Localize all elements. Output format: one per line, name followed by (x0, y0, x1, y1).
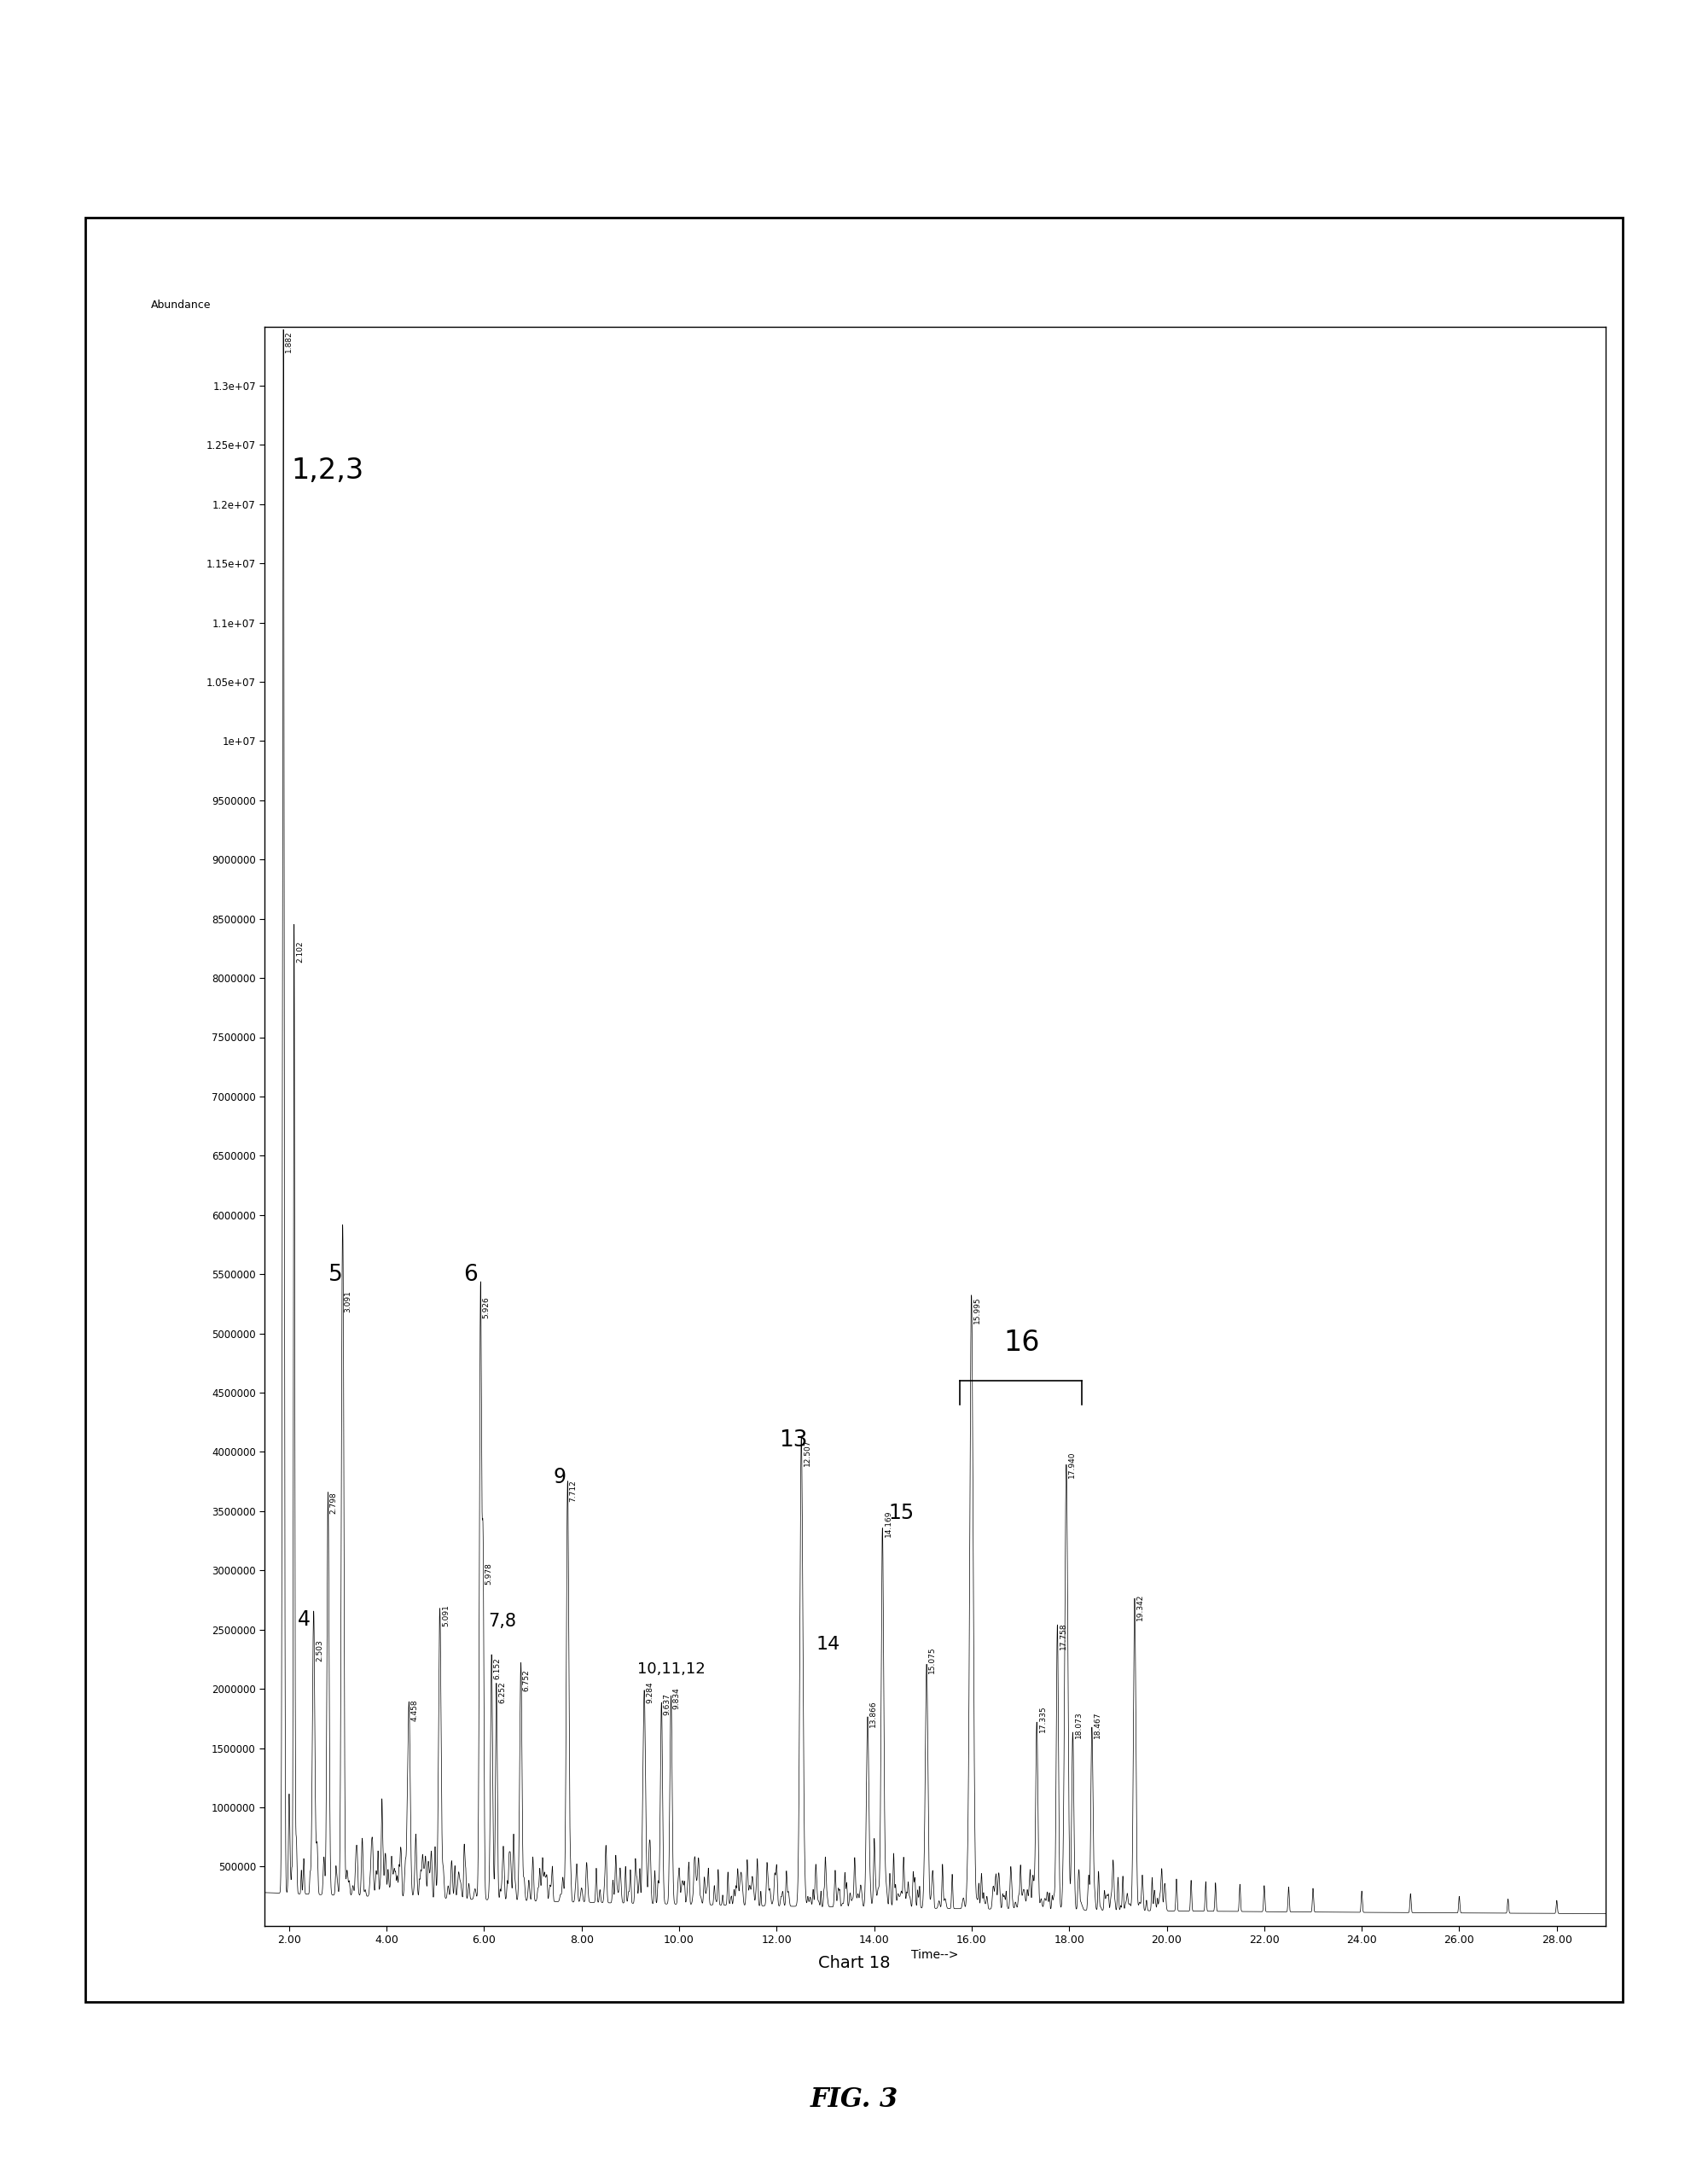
Text: 15: 15 (888, 1501, 914, 1523)
Text: Abundance: Abundance (150, 300, 210, 311)
X-axis label: Time-->: Time--> (912, 1950, 958, 1961)
Text: 2.503: 2.503 (316, 1639, 323, 1662)
Text: 15.075: 15.075 (929, 1647, 936, 1673)
Text: 17.758: 17.758 (1059, 1623, 1068, 1649)
Text: 16: 16 (1003, 1330, 1040, 1358)
Text: 5.926: 5.926 (482, 1297, 490, 1319)
Text: 9: 9 (553, 1467, 565, 1488)
Text: 9.637: 9.637 (663, 1693, 671, 1715)
Text: 6.152: 6.152 (494, 1658, 500, 1680)
Text: 10,11,12: 10,11,12 (637, 1662, 705, 1678)
Text: 6.252: 6.252 (499, 1682, 506, 1704)
Text: Chart 18: Chart 18 (818, 1954, 890, 1971)
Text: 5: 5 (328, 1264, 343, 1286)
Text: 9.834: 9.834 (673, 1686, 681, 1708)
Text: 6: 6 (463, 1264, 478, 1286)
Text: 1,2,3: 1,2,3 (292, 457, 364, 485)
Text: 5.091: 5.091 (442, 1604, 449, 1625)
Text: FIG. 3: FIG. 3 (810, 2087, 898, 2113)
Text: 15.995: 15.995 (974, 1297, 980, 1323)
Text: 13: 13 (779, 1430, 808, 1451)
Text: 4: 4 (297, 1608, 311, 1630)
Text: 18.073: 18.073 (1074, 1713, 1083, 1739)
Text: 19.342: 19.342 (1136, 1593, 1144, 1621)
Text: 6.752: 6.752 (523, 1669, 531, 1691)
Text: 5.978: 5.978 (485, 1562, 492, 1584)
Text: 12.507: 12.507 (803, 1438, 811, 1467)
Text: 7,8: 7,8 (488, 1612, 516, 1630)
Text: 18.467: 18.467 (1093, 1713, 1102, 1739)
Text: 17.940: 17.940 (1068, 1451, 1076, 1478)
Text: 14.169: 14.169 (885, 1510, 892, 1536)
Text: 9.284: 9.284 (646, 1682, 654, 1704)
Text: 1.882: 1.882 (285, 331, 294, 353)
Text: 7.712: 7.712 (569, 1480, 577, 1501)
Text: 17.335: 17.335 (1038, 1706, 1047, 1732)
Text: 2.798: 2.798 (330, 1491, 338, 1514)
Text: 13.866: 13.866 (869, 1699, 878, 1728)
Text: 14: 14 (816, 1636, 840, 1654)
Text: 4.458: 4.458 (412, 1699, 418, 1721)
Text: 3.091: 3.091 (345, 1290, 352, 1312)
Text: 2.102: 2.102 (295, 940, 304, 962)
